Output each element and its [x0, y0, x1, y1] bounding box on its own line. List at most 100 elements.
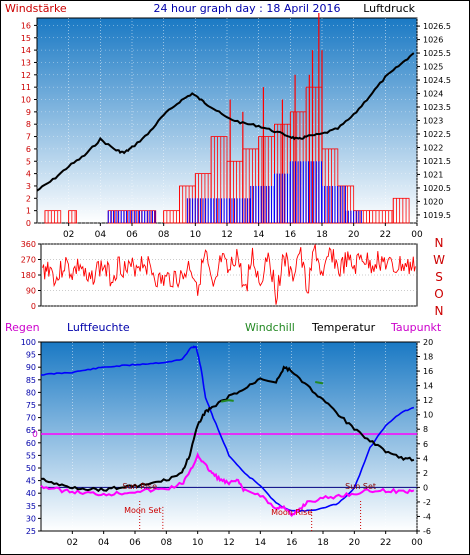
temperature-tick-label: -2 — [423, 498, 431, 507]
temperature-tick-label: 6 — [423, 440, 428, 449]
pressure-axis-tick-label: 1019.5 — [423, 211, 451, 220]
temperature-tick-label: 10 — [423, 411, 433, 420]
wind-axis-tick-label: 8 — [26, 120, 31, 129]
wind-axis-tick-label: 14 — [21, 46, 31, 55]
x-tick-label: 08 — [161, 538, 173, 548]
humidity-tick-label: 70 — [26, 414, 36, 423]
direction-tick-label: 180 — [21, 271, 36, 280]
x-tick-label: 10 — [190, 230, 202, 240]
x-tick-label: 06 — [126, 230, 138, 240]
temperature-tick-label: 18 — [423, 353, 433, 362]
temperature-tick-label: 16 — [423, 367, 433, 376]
humidity-tick-label: 25 — [26, 527, 36, 536]
x-tick-label: 12 — [221, 230, 232, 240]
direction-tick-label: 90 — [26, 287, 36, 296]
pressure-axis-tick-label: 1021.5 — [423, 157, 451, 166]
temperature-label: Temperatur — [311, 321, 376, 334]
x-tick-label: 22 — [380, 230, 391, 240]
humidity-axis-ticks: 25 30 35 40 45 50 55 60 65 70 75 80 85 90 95 100 — [21, 338, 41, 536]
dewpoint-label: Taupunkt — [390, 321, 442, 334]
astronomy-label: Moon Rise — [271, 508, 312, 517]
x-tick-label: 20 — [349, 538, 361, 548]
pressure-line — [36, 52, 415, 192]
x-tick-label: 00 — [411, 230, 423, 240]
humidity-tick-label: 35 — [26, 502, 36, 511]
pressure-axis-tick-label: 1025 — [423, 63, 443, 72]
compass-label: W — [433, 253, 445, 267]
wind-axis-tick-label: 0 — [26, 219, 31, 228]
wind-axis-title: Windstärke — [5, 2, 67, 15]
humidity-tick-label: 100 — [21, 338, 36, 347]
humidity-tick-label: 80 — [26, 388, 36, 397]
windchill-label: Windchill — [245, 321, 295, 334]
x-tick-label: 16 — [285, 230, 297, 240]
temperature-tick-label: -6 — [423, 527, 431, 536]
wind-axis-tick-label: 2 — [26, 194, 31, 203]
humidity-tick-label: 75 — [26, 401, 36, 410]
compass-label: O — [434, 287, 443, 301]
humidity-tick-label: 45 — [26, 477, 36, 486]
humidity-tick-label: 50 — [26, 464, 36, 473]
temperature-tick-label: 8 — [423, 425, 428, 434]
temperature-tick-label: -4 — [423, 512, 431, 521]
astronomy-label: Sun Rise — [122, 482, 157, 491]
humidity-tick-label: 90 — [26, 363, 36, 372]
wind-axis-tick-label: 15 — [21, 34, 31, 43]
x-tick-label: 16 — [286, 538, 298, 548]
direction-tick-label: 360 — [21, 240, 36, 249]
pressure-axis-tick-label: 1021 — [423, 170, 443, 179]
pressure-axis-ticks: 1019.5 1020 1020.5 1021 1021.5 1022 1022.5 1023… — [417, 22, 451, 220]
pressure-axis-tick-label: 1023.5 — [423, 103, 451, 112]
temperature-tick-label: 20 — [423, 338, 433, 347]
wind-axis-tick-label: 4 — [26, 170, 31, 179]
wind-axis-tick-label: 12 — [21, 71, 31, 80]
rain-zero-tick: 0 — [32, 430, 38, 440]
humidity-tick-label: 55 — [26, 451, 36, 460]
pressure-axis-tick-label: 1024 — [423, 90, 443, 99]
astronomy-label: Sun Set — [345, 482, 376, 491]
x-tick-label: 14 — [255, 538, 267, 548]
x-tick-label: 20 — [348, 230, 360, 240]
pressure-axis-tick-label: 1024.5 — [423, 76, 451, 85]
pressure-axis-title: Luftdruck — [363, 2, 415, 15]
wind-axis-tick-label: 11 — [21, 83, 31, 92]
x-tick-label: 22 — [380, 538, 391, 548]
pressure-axis-tick-label: 1023 — [423, 117, 443, 126]
pressure-axis-tick-label: 1020 — [423, 197, 443, 206]
x-tick-label: 10 — [192, 538, 204, 548]
astronomy-label: Moon Set — [124, 506, 161, 515]
wind-axis-tick-label: 3 — [26, 182, 31, 191]
x-tick-label: 12 — [223, 538, 234, 548]
x-tick-label: 18 — [316, 230, 328, 240]
windchill-line — [221, 381, 324, 403]
temperature-humidity-plot-area — [40, 341, 418, 532]
temperature-tick-label: 4 — [423, 454, 428, 463]
dewpoint-line — [40, 452, 415, 517]
x-axis-ticks-bottom: 02 04 06 08 10 12 14 16 18 20 22 00 — [67, 531, 423, 548]
temperature-humidity-panel: Sun Rise Sun Set Moon Set Moon Rise 25 30 35 4… — [21, 338, 433, 548]
temperature-tick-label: 2 — [423, 469, 428, 478]
direction-axis-ticks: 0 90 180 270 360 — [21, 240, 41, 311]
humidity-tick-label: 85 — [26, 376, 36, 385]
temperature-tick-label: 12 — [423, 396, 433, 405]
temperature-tick-label: 0 — [423, 483, 428, 492]
compass-label: S — [435, 270, 443, 284]
humidity-line — [40, 345, 415, 513]
pressure-axis-tick-label: 1025.5 — [423, 49, 451, 58]
pressure-axis-tick-label: 1022.5 — [423, 130, 451, 139]
temperature-tick-label: 14 — [423, 382, 433, 391]
x-tick-label: 04 — [95, 230, 107, 240]
wind-axis-tick-label: 13 — [21, 58, 31, 67]
pressure-axis-tick-label: 1022 — [423, 143, 443, 152]
wind-axis-tick-label: 6 — [26, 145, 31, 154]
pressure-axis-tick-label: 1020.5 — [423, 184, 451, 193]
humidity-tick-label: 65 — [26, 426, 36, 435]
x-tick-label: 06 — [129, 538, 141, 548]
x-tick-label: 04 — [98, 538, 110, 548]
x-tick-label: 18 — [317, 538, 329, 548]
compass-label: N — [435, 304, 444, 318]
temperature-axis-ticks: -6 -4 -2 0 2 4 6 8 10 12 14 16 18 20 — [417, 338, 433, 536]
